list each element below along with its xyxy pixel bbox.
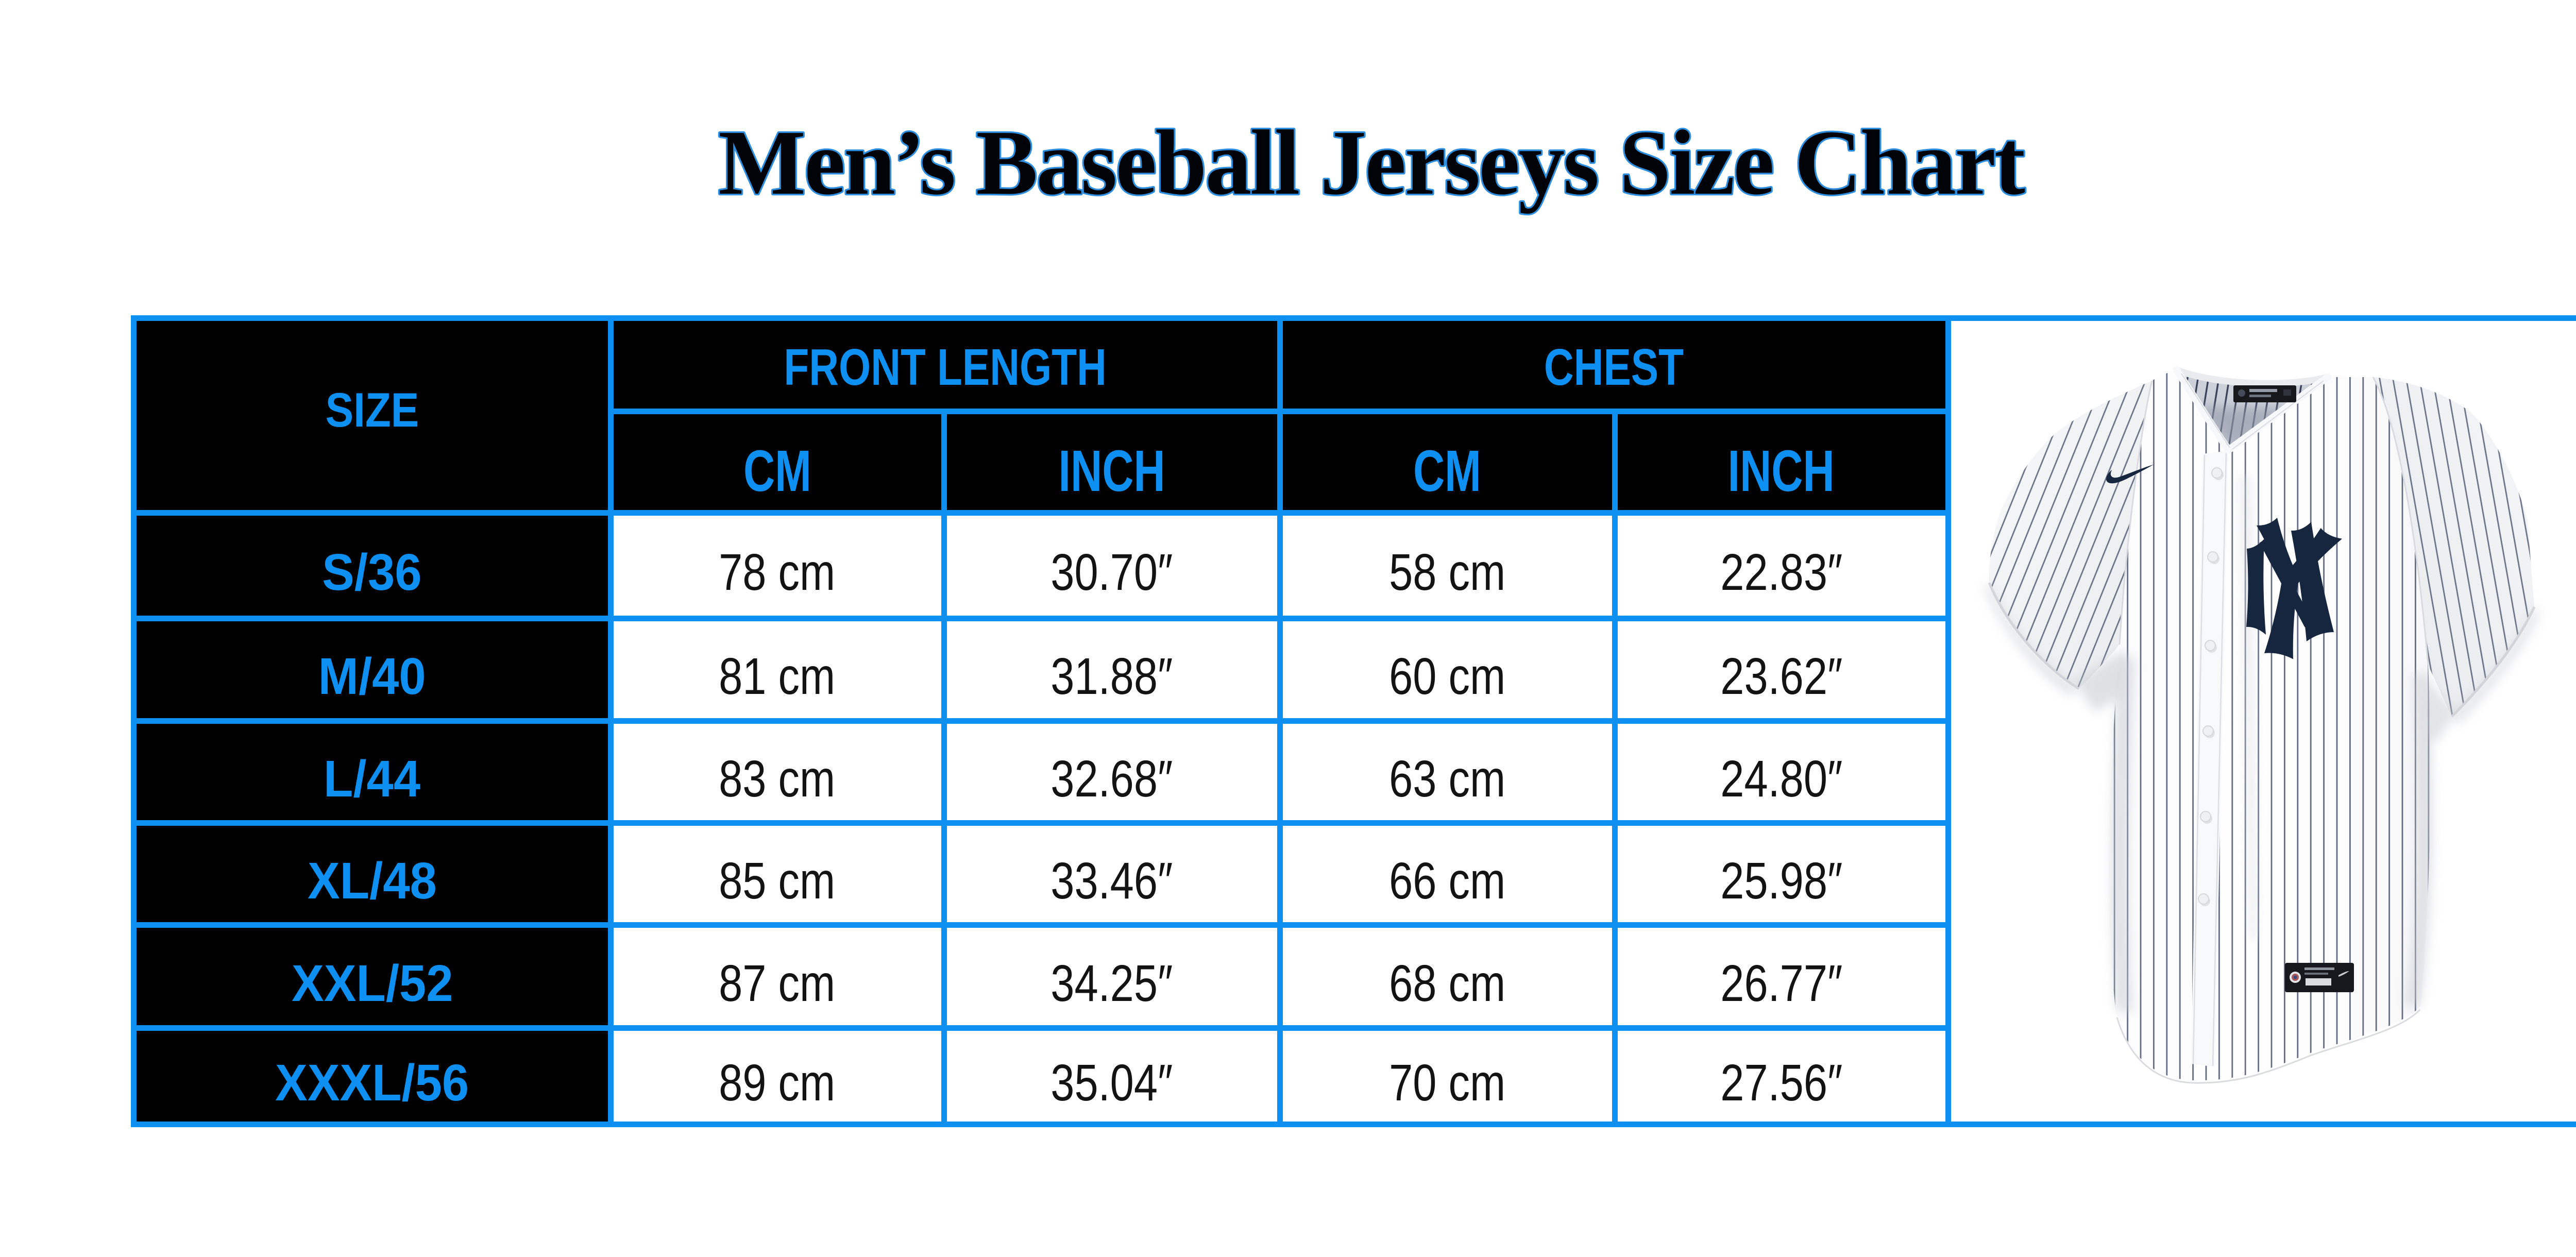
svg-text:Men’s Baseball Jerseys Size Ch: Men’s Baseball Jerseys Size Chart: [718, 111, 2025, 214]
